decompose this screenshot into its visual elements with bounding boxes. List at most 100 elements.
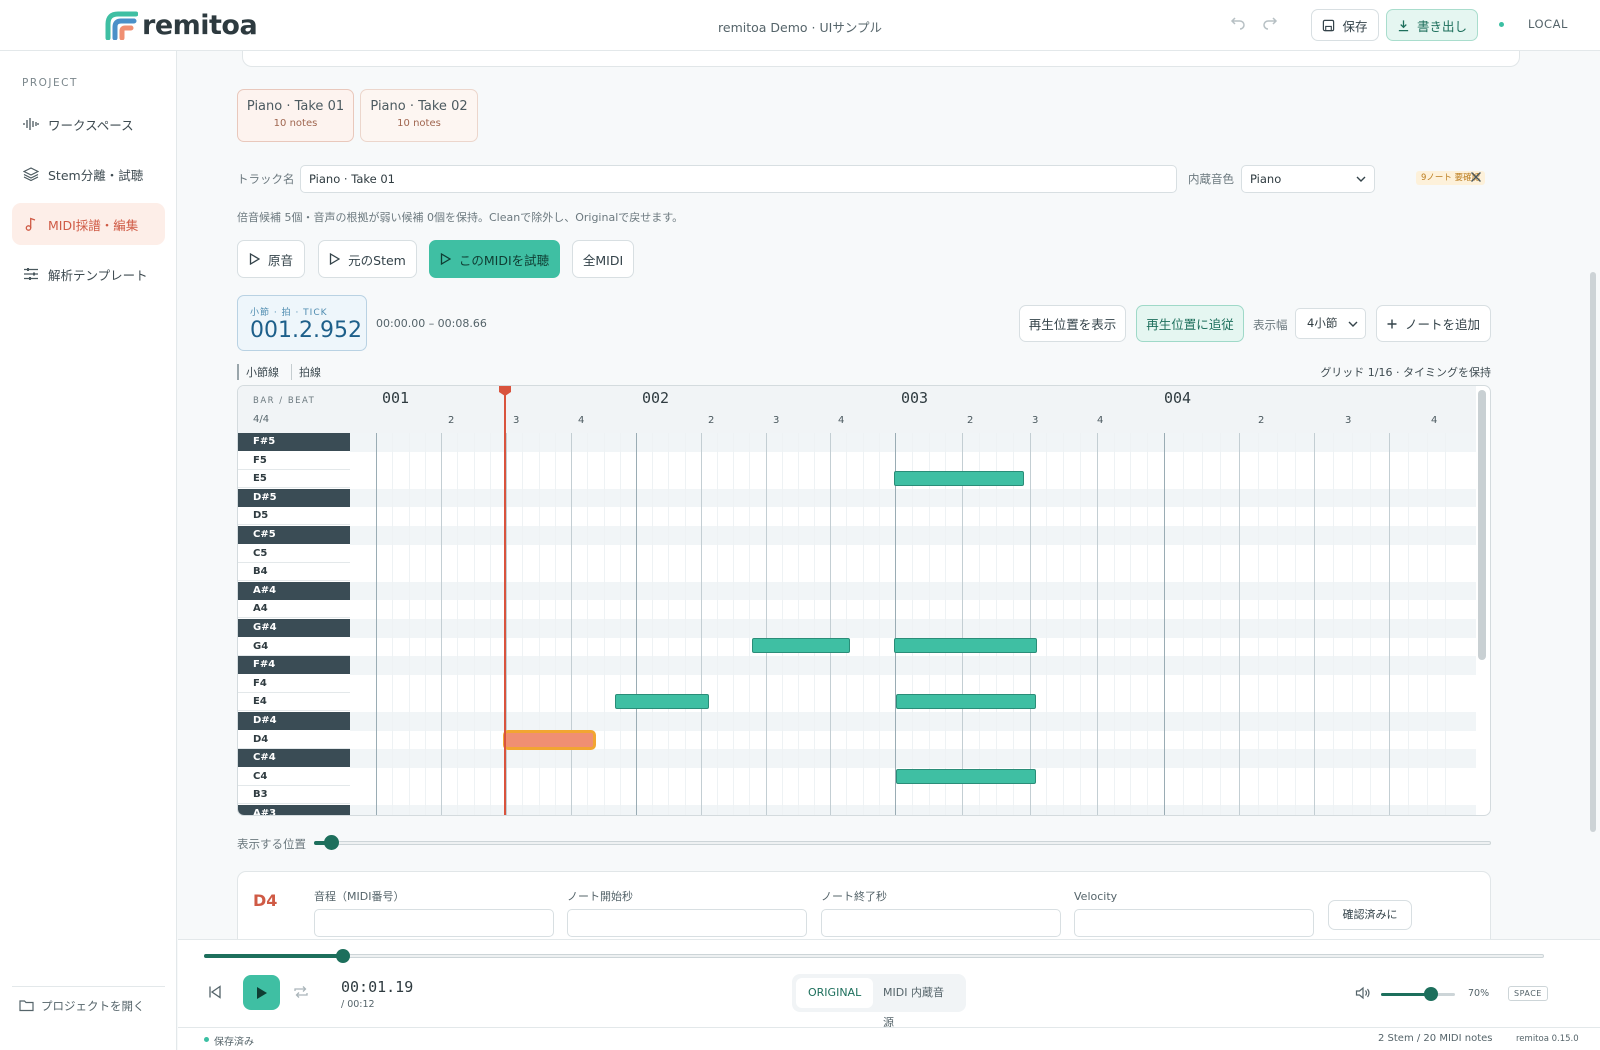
take-tab-2[interactable]: Piano · Take 02 10 notes [360, 89, 478, 142]
piano-key[interactable]: D#5 [238, 488, 350, 507]
midi-note[interactable] [752, 638, 850, 653]
download-icon [1398, 19, 1409, 31]
piano-key[interactable]: F5 [238, 451, 350, 470]
timeline-ruler[interactable]: 001 002 003 004 2 3 4 2 3 4 2 3 4 2 3 4 [376, 386, 1476, 433]
piano-key[interactable]: D4 [238, 730, 350, 749]
midi-note-selected[interactable] [503, 730, 596, 750]
playhead-handle[interactable] [499, 386, 511, 396]
note-grid[interactable] [350, 433, 1476, 815]
piano-key[interactable]: A#3 [238, 805, 350, 815]
beat-line [506, 433, 507, 815]
bar-line [1164, 433, 1165, 815]
track-name-input[interactable]: Piano · Take 01 [300, 165, 1177, 193]
piano-roll[interactable]: BAR / BEAT 4/4 001 002 003 004 2 3 4 2 3… [237, 385, 1491, 816]
mode-original[interactable]: ORIGINAL [796, 978, 874, 1008]
close-icon[interactable] [1470, 169, 1482, 187]
save-button[interactable]: 保存 [1311, 9, 1379, 41]
note-info-text: 倍音候補 5個・音声の根拠が弱い候補 0個を保持。Cleanで除外し、Origi… [237, 211, 684, 224]
midi-note[interactable] [896, 694, 1036, 709]
grid-line [652, 433, 654, 815]
piano-key[interactable]: A4 [238, 600, 350, 619]
open-project-button[interactable]: プロジェクトを開く [12, 986, 165, 1024]
beat-line [1239, 433, 1240, 815]
scroll-position-knob[interactable] [324, 835, 339, 850]
piano-key[interactable]: F4 [238, 674, 350, 693]
beat-line [962, 433, 964, 815]
export-button[interactable]: 書き出し [1386, 9, 1478, 41]
grid-row [350, 600, 1476, 619]
sliders-icon [24, 268, 38, 280]
confirm-button[interactable]: 確認済みに [1328, 900, 1412, 930]
local-status-dot [1499, 22, 1504, 27]
grid-row [350, 545, 1476, 564]
local-status: LOCAL [1528, 17, 1568, 31]
sidebar-item-midi[interactable]: MIDI採譜・編集 [12, 203, 165, 245]
grid-line [1276, 433, 1278, 815]
grid-row [350, 712, 1476, 731]
beat-line [1389, 433, 1390, 815]
undo-icon[interactable] [1227, 14, 1249, 36]
piano-key[interactable]: B4 [238, 563, 350, 582]
top-card [242, 51, 1520, 67]
mode-midi[interactable]: MIDI 内蔵音源 [883, 986, 944, 1029]
piano-key[interactable]: C5 [238, 544, 350, 563]
show-position-button[interactable]: 再生位置を表示 [1019, 305, 1126, 342]
scroll-position-track[interactable] [314, 841, 1491, 845]
velocity-input[interactable] [1074, 909, 1314, 937]
piano-key[interactable]: F#5 [238, 433, 350, 451]
grid-line [846, 433, 848, 815]
bar-beat-caption: BAR / BEAT [253, 396, 316, 406]
redo-icon[interactable] [1259, 14, 1281, 36]
roll-header: BAR / BEAT 4/4 [238, 386, 376, 433]
volume-icon[interactable] [1355, 985, 1371, 1004]
seek-track[interactable] [204, 954, 1544, 958]
loop-icon[interactable] [293, 984, 309, 1003]
midi-note[interactable] [894, 471, 1024, 486]
piano-key[interactable]: C4 [238, 767, 350, 786]
play-original-button[interactable]: 原音 [237, 240, 305, 278]
piano-key[interactable]: F#4 [238, 656, 350, 675]
sidebar-item-stem[interactable]: Stem分離・試聴 [12, 153, 165, 195]
position-value: 001.2.952 [250, 318, 362, 343]
view-width-select[interactable]: 4小節 [1295, 308, 1366, 339]
piano-key[interactable]: B3 [238, 786, 350, 805]
sound-select[interactable]: Piano [1241, 165, 1375, 193]
piano-key[interactable]: D#4 [238, 712, 350, 730]
main-scrollbar[interactable] [1590, 272, 1596, 832]
sidebar-item-templates[interactable]: 解析テンプレート [12, 253, 165, 295]
grid-row [350, 675, 1476, 694]
play-all-midi-button[interactable]: 全MIDI [572, 240, 634, 278]
roll-vertical-scrollbar[interactable] [1478, 390, 1486, 660]
midi-note[interactable] [896, 769, 1036, 784]
piano-key[interactable]: E4 [238, 693, 350, 712]
playhead[interactable] [504, 386, 506, 815]
piano-key[interactable]: G#4 [238, 619, 350, 637]
piano-key[interactable]: C#5 [238, 526, 350, 544]
piano-key[interactable]: A#4 [238, 581, 350, 600]
play-button[interactable] [243, 975, 280, 1010]
follow-position-button[interactable]: 再生位置に追従 [1136, 305, 1244, 342]
sidebar-item-workspace[interactable]: ワークスペース [12, 103, 165, 145]
end-input[interactable] [821, 909, 1061, 937]
seek-knob[interactable] [336, 949, 350, 963]
midi-note[interactable] [894, 638, 1037, 653]
view-width-label: 表示幅 [1253, 318, 1288, 332]
time-range: 00:00.00 – 00:08.66 [376, 317, 487, 330]
play-icon [249, 253, 260, 265]
grid-row [350, 526, 1476, 545]
open-project-label: プロジェクトを開く [41, 998, 145, 1013]
piano-key[interactable]: G4 [238, 637, 350, 656]
piano-key[interactable]: D5 [238, 507, 350, 526]
play-stem-button[interactable]: 元のStem [318, 240, 417, 278]
volume-knob[interactable] [1424, 987, 1438, 1001]
start-input[interactable] [567, 909, 807, 937]
skip-back-icon[interactable] [208, 984, 222, 1003]
piano-key[interactable]: C#4 [238, 749, 350, 768]
pitch-input[interactable] [314, 909, 554, 937]
grid-line [1332, 433, 1334, 815]
midi-note[interactable] [615, 694, 709, 709]
play-this-midi-button[interactable]: このMIDIを試聴 [429, 240, 560, 278]
add-note-button[interactable]: ノートを追加 [1376, 305, 1491, 342]
piano-key[interactable]: E5 [238, 470, 350, 489]
take-tab-1[interactable]: Piano · Take 01 10 notes [237, 89, 354, 142]
